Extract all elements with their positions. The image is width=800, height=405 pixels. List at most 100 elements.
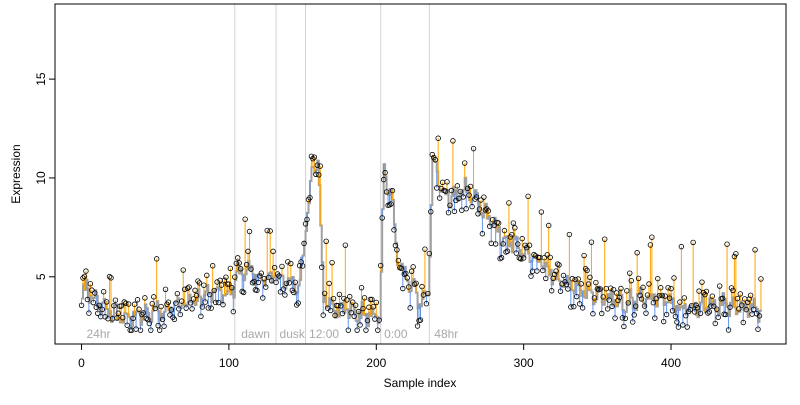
data-point (180, 267, 186, 273)
data-point (193, 292, 200, 299)
data-point (249, 280, 256, 286)
data-point (600, 294, 606, 300)
data-point (227, 265, 234, 272)
data-point (426, 250, 433, 257)
data-point (311, 154, 318, 160)
data-point (662, 293, 668, 299)
data-point (131, 301, 138, 307)
data-point (478, 197, 484, 203)
data-point (361, 295, 368, 301)
data-point (635, 275, 642, 282)
data-point (115, 310, 122, 316)
data-point (722, 311, 729, 318)
data-point (226, 281, 232, 287)
data-point (613, 290, 620, 296)
data-point (255, 279, 262, 286)
data-point (140, 310, 147, 316)
data-point (86, 310, 92, 316)
data-point (111, 302, 117, 309)
data-point (447, 202, 453, 208)
data-point (724, 241, 730, 247)
data-point (436, 195, 443, 201)
data-point (137, 327, 144, 333)
data-point (136, 306, 142, 312)
data-point (388, 201, 394, 207)
data-point (647, 242, 654, 248)
data-point (621, 323, 627, 330)
data-point (712, 320, 718, 327)
data-point (463, 206, 469, 212)
data-point (96, 302, 102, 308)
data-point (280, 286, 287, 292)
data-point (407, 305, 413, 311)
data-point (95, 310, 101, 316)
data-point (165, 299, 172, 305)
data-point (640, 284, 646, 291)
data-point (482, 207, 489, 213)
data-point (750, 306, 757, 313)
data-point (378, 262, 384, 269)
x-axis-label: Sample index (384, 376, 457, 390)
data-point (304, 216, 310, 223)
data-point (152, 305, 158, 312)
data-point (400, 285, 406, 292)
data-point (264, 227, 270, 234)
data-point (744, 299, 751, 306)
data-point (221, 277, 228, 283)
data-point (755, 326, 761, 332)
data-point (373, 299, 379, 306)
data-point (591, 295, 598, 301)
data-point (90, 299, 97, 306)
data-point (277, 289, 284, 295)
data-point (285, 259, 291, 265)
data-point (339, 310, 346, 317)
data-point (330, 295, 337, 302)
data-point (752, 247, 758, 253)
data-point (644, 292, 651, 298)
data-point (198, 313, 204, 320)
data-point (716, 283, 723, 289)
data-point (183, 305, 189, 311)
data-point (260, 295, 266, 301)
data-point (435, 135, 441, 141)
data-point (92, 290, 98, 296)
data-point (263, 284, 269, 290)
data-point (413, 280, 419, 287)
data-point (597, 286, 604, 292)
data-point (519, 235, 525, 242)
event-annotation: 24hr (86, 327, 110, 341)
data-point (652, 315, 658, 321)
data-point (541, 254, 547, 261)
data-point (548, 288, 555, 294)
x-tick-label: 300 (514, 356, 534, 370)
data-point (81, 273, 88, 280)
data-point (125, 301, 132, 307)
data-point (299, 263, 306, 269)
data-point (292, 279, 298, 285)
data-point (246, 228, 253, 235)
data-point (344, 297, 350, 303)
data-point (534, 268, 540, 274)
data-point (606, 297, 612, 303)
data-point (622, 315, 629, 322)
data-point (625, 300, 632, 306)
data-point (643, 310, 649, 316)
data-point (338, 303, 344, 309)
data-point (295, 300, 301, 306)
data-point (543, 275, 549, 282)
data-point (703, 288, 710, 295)
data-point (379, 215, 385, 221)
data-point (678, 243, 685, 250)
event-annotation: 0:00 (384, 327, 408, 341)
data-point (168, 307, 175, 313)
data-point (347, 293, 353, 300)
data-point (562, 279, 568, 285)
data-point (743, 306, 749, 313)
data-point (663, 311, 670, 318)
data-point (177, 311, 183, 318)
data-point (192, 287, 198, 294)
data-point (719, 295, 726, 302)
data-point (538, 209, 545, 215)
data-point (307, 194, 313, 201)
